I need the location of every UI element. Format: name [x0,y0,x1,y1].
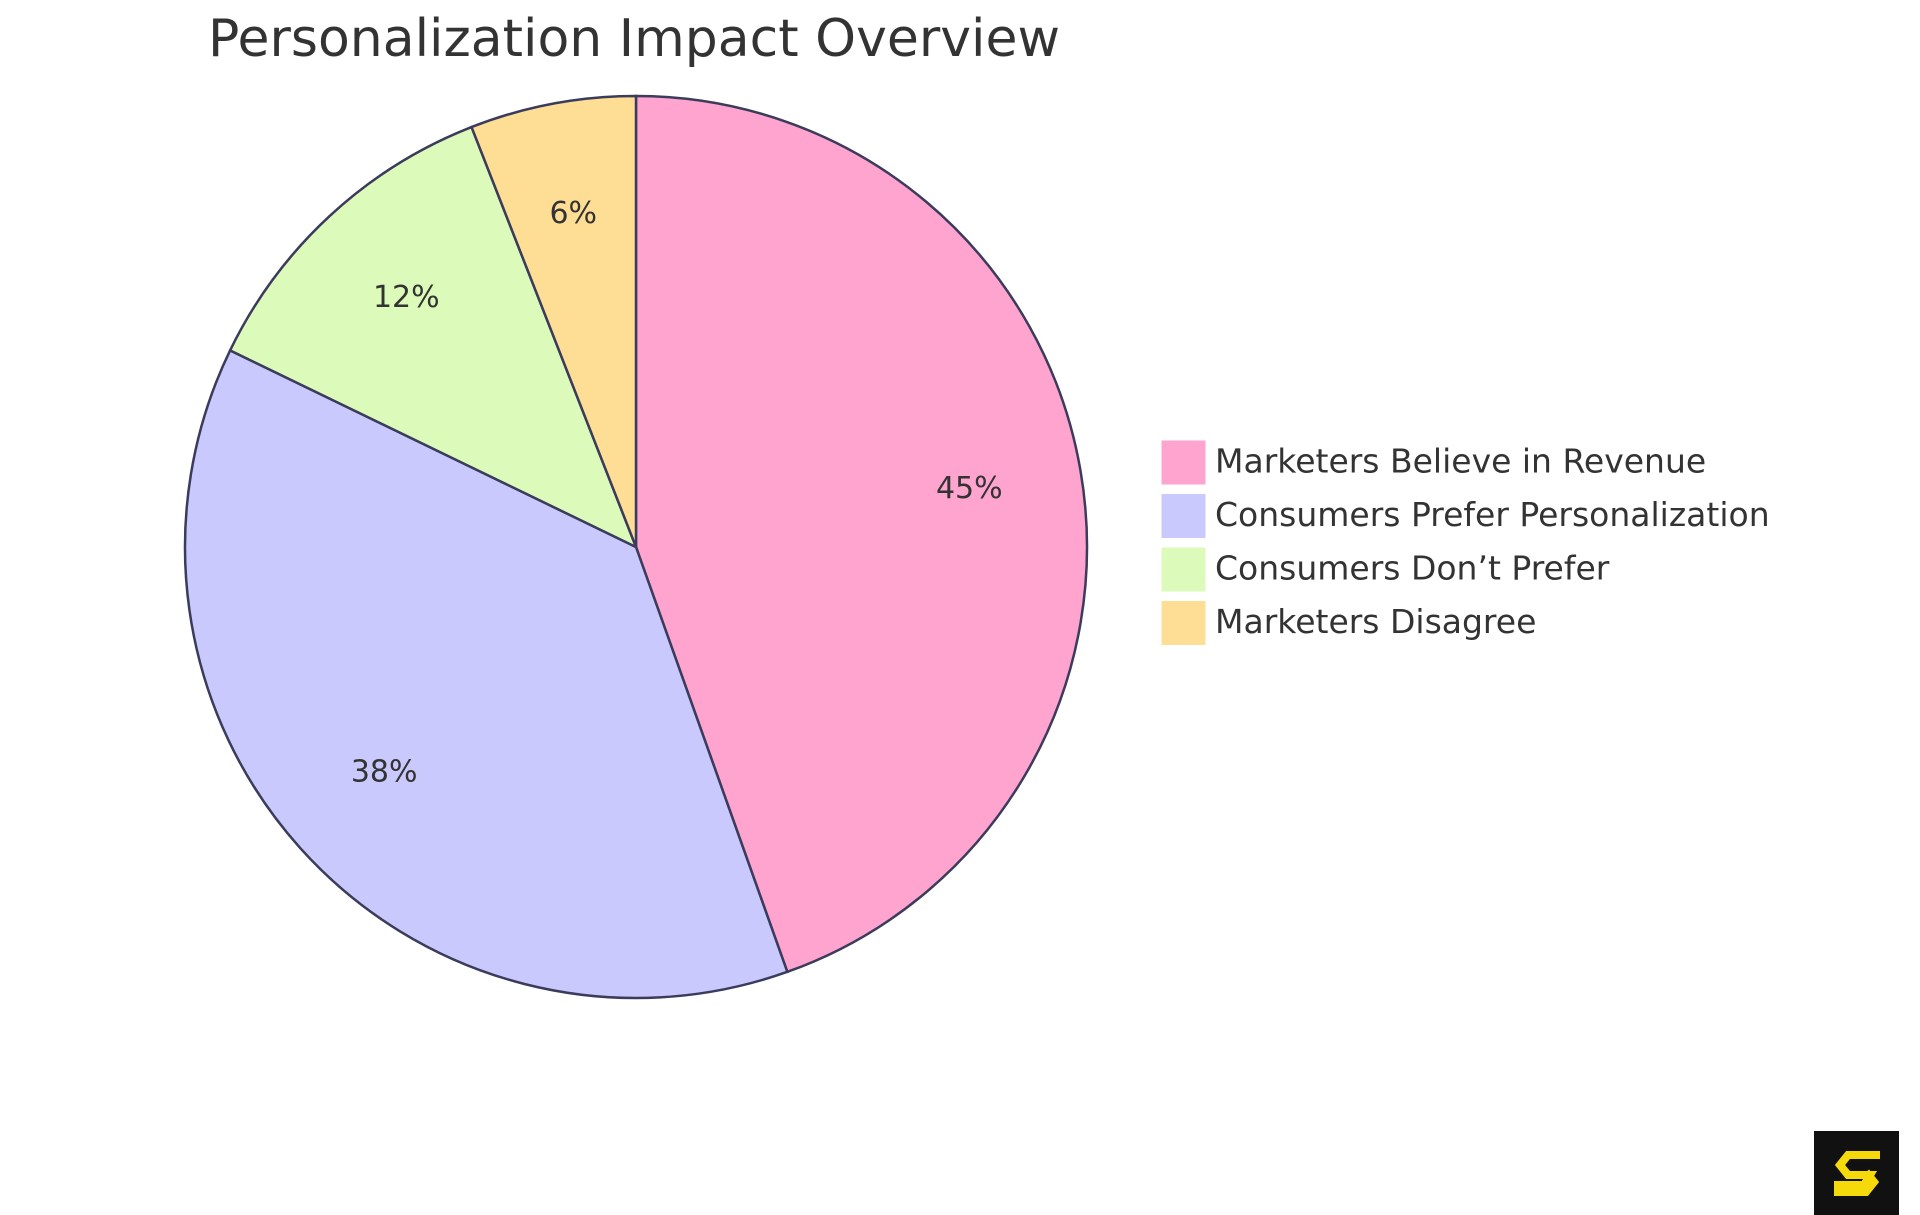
slice-label: 12% [373,280,440,315]
logo [1814,1131,1899,1215]
logo-mark [1834,1151,1880,1196]
legend-label: Marketers Believe in Revenue [1215,442,1706,481]
pie-slice [228,125,639,550]
legend-label: Consumers Don’t Prefer [1215,549,1610,588]
legend-label: Consumers Prefer Personalization [1215,495,1770,534]
slice-label: 6% [549,196,597,231]
legend-swatch [1160,493,1207,539]
legend-swatch [1160,439,1207,486]
chart-title: Personalization Impact Overview [208,9,1060,69]
pie-slice [469,94,638,548]
slice-label: 38% [351,754,418,789]
slice-label: 45% [936,471,1003,506]
legend-swatch [1160,600,1207,646]
legend-swatch [1160,546,1207,593]
pie-slice [634,94,1089,974]
legend-label: Marketers Disagree [1215,602,1536,641]
pie-slice [183,348,789,1000]
